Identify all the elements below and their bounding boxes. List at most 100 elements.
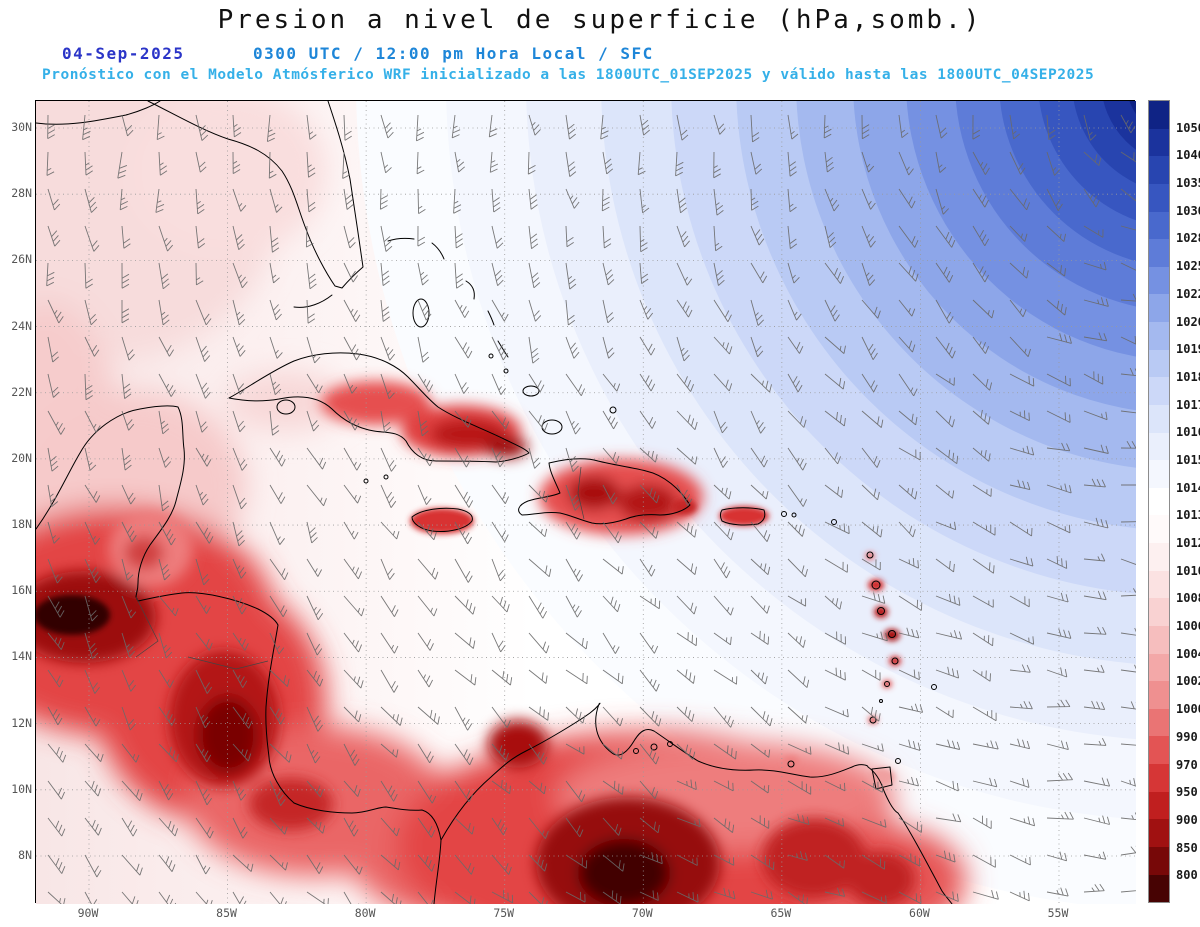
colorbar-cell (1149, 487, 1169, 516)
wind-barb (417, 632, 434, 651)
wind-barb (84, 484, 101, 503)
wind-barb (824, 151, 834, 173)
wind-barb (47, 299, 64, 324)
colorbar-cell (1149, 764, 1169, 792)
wind-barb (527, 151, 536, 175)
wind-barb (47, 558, 63, 584)
wind-barb (417, 854, 436, 872)
wind-barb (491, 669, 513, 686)
lon-tick-85W: 85W (216, 906, 237, 920)
wind-barb (602, 780, 624, 795)
wind-barb (158, 336, 174, 357)
wind-barb (84, 595, 98, 622)
colorbar-label-1006: 1006 (1176, 619, 1200, 634)
wind-barb (528, 669, 548, 684)
wind-barb (195, 447, 212, 467)
wind-barb (676, 447, 698, 465)
wind-barb (676, 336, 690, 362)
wind-barb (1083, 553, 1106, 562)
wind-barb (898, 336, 916, 353)
wind-barb (266, 114, 276, 143)
wind-barb (972, 484, 992, 497)
wind-barb (601, 188, 610, 212)
wind-barb (121, 225, 131, 249)
wind-barb (972, 447, 991, 462)
wind-barb (1083, 225, 1104, 238)
wind-barb (380, 336, 396, 361)
wind-barb (565, 780, 586, 803)
wind-barb (861, 521, 883, 538)
wind-barb (713, 521, 734, 541)
wind-barb (676, 114, 689, 141)
wind-barb (158, 262, 170, 290)
wind-barb (823, 114, 832, 139)
wind-barb (232, 299, 246, 326)
wind-barb (528, 521, 548, 538)
wind-barb (565, 299, 576, 326)
wind-barb (1046, 521, 1071, 534)
wind-barb (269, 484, 286, 504)
wind-barb (602, 521, 622, 544)
lat-tick-28N: 28N (11, 186, 32, 201)
wind-barb (565, 558, 583, 582)
wind-barb (121, 632, 136, 658)
wind-barb (675, 151, 684, 177)
wind-barb (121, 743, 140, 763)
wind-barb (269, 558, 289, 581)
map-frame: Sisπ– ONAMET/REP.DOM. (35, 100, 1136, 904)
wind-barb (639, 262, 649, 284)
wind-barb (380, 299, 390, 322)
wind-barb (787, 188, 797, 213)
wind-barb (898, 484, 918, 500)
model-info-line: Pronóstico con el Modelo Atmósferico WRF… (42, 67, 1095, 83)
wind-barb (84, 373, 93, 401)
wind-barb (824, 373, 846, 390)
wind-barb (491, 779, 511, 795)
wind-barb (676, 854, 698, 866)
wind-barb (639, 447, 658, 463)
wind-barb (117, 151, 128, 179)
wind-barb (491, 706, 511, 728)
wind-barb (1083, 478, 1106, 488)
wind-barb (824, 299, 840, 322)
wind-barb (1009, 701, 1033, 710)
wind-barb (565, 410, 581, 435)
wind-barb (454, 632, 476, 649)
wind-barb (195, 743, 212, 763)
colorbar-label-1015: 1015 (1176, 452, 1200, 467)
wind-barb (713, 706, 734, 728)
wind-barb (491, 521, 509, 542)
colorbar-label-1008: 1008 (1176, 591, 1200, 606)
wind-barb (565, 521, 581, 540)
wind-barb (639, 336, 656, 356)
wind-barb (306, 336, 321, 364)
colorbar-cell (1149, 570, 1169, 599)
wind-barb (158, 151, 168, 176)
wind-barb (453, 188, 462, 214)
wind-barb (676, 225, 690, 248)
wind-barb (713, 225, 723, 252)
colorbar-label-1022: 1022 (1176, 286, 1200, 301)
wind-barb (787, 669, 810, 688)
wind-barb (195, 151, 207, 173)
jamaica-coast (411, 507, 473, 532)
wind-barb (639, 373, 656, 392)
wind-barb (417, 558, 439, 580)
lat-tick-26N: 26N (11, 252, 32, 267)
wind-barb (232, 595, 247, 615)
wind-barb (305, 225, 314, 248)
wind-barb (1009, 336, 1031, 358)
wind-barb (232, 410, 246, 433)
wind-barb (158, 373, 176, 397)
colorbar-cell (1149, 349, 1169, 378)
wind-barb (935, 891, 959, 902)
wind-barb (1009, 479, 1031, 491)
colorbar-cell (1149, 460, 1169, 488)
wind-barb (1120, 262, 1136, 271)
wind-barb (121, 300, 130, 324)
wind-barb (84, 447, 97, 471)
wind-barb (1046, 483, 1072, 494)
wind-barb (269, 373, 282, 396)
wind-barb (84, 521, 101, 545)
wind-barb (1009, 664, 1031, 673)
